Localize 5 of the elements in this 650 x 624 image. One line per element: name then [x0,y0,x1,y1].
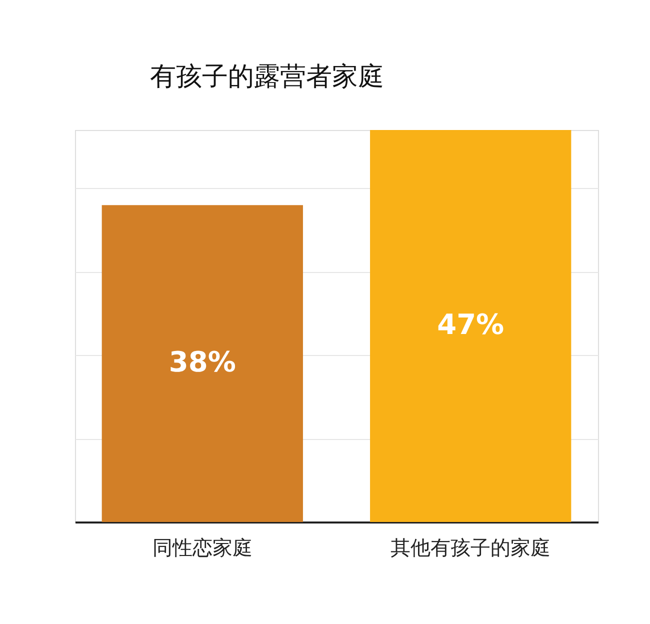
chart-title: 有孩子的露营者家庭 [150,62,384,92]
x-tick-label: 同性恋家庭 [152,536,252,560]
data-label: 38% [168,346,236,379]
x-tick-label: 其他有孩子的家庭 [390,536,551,560]
data-label: 47% [437,308,504,341]
